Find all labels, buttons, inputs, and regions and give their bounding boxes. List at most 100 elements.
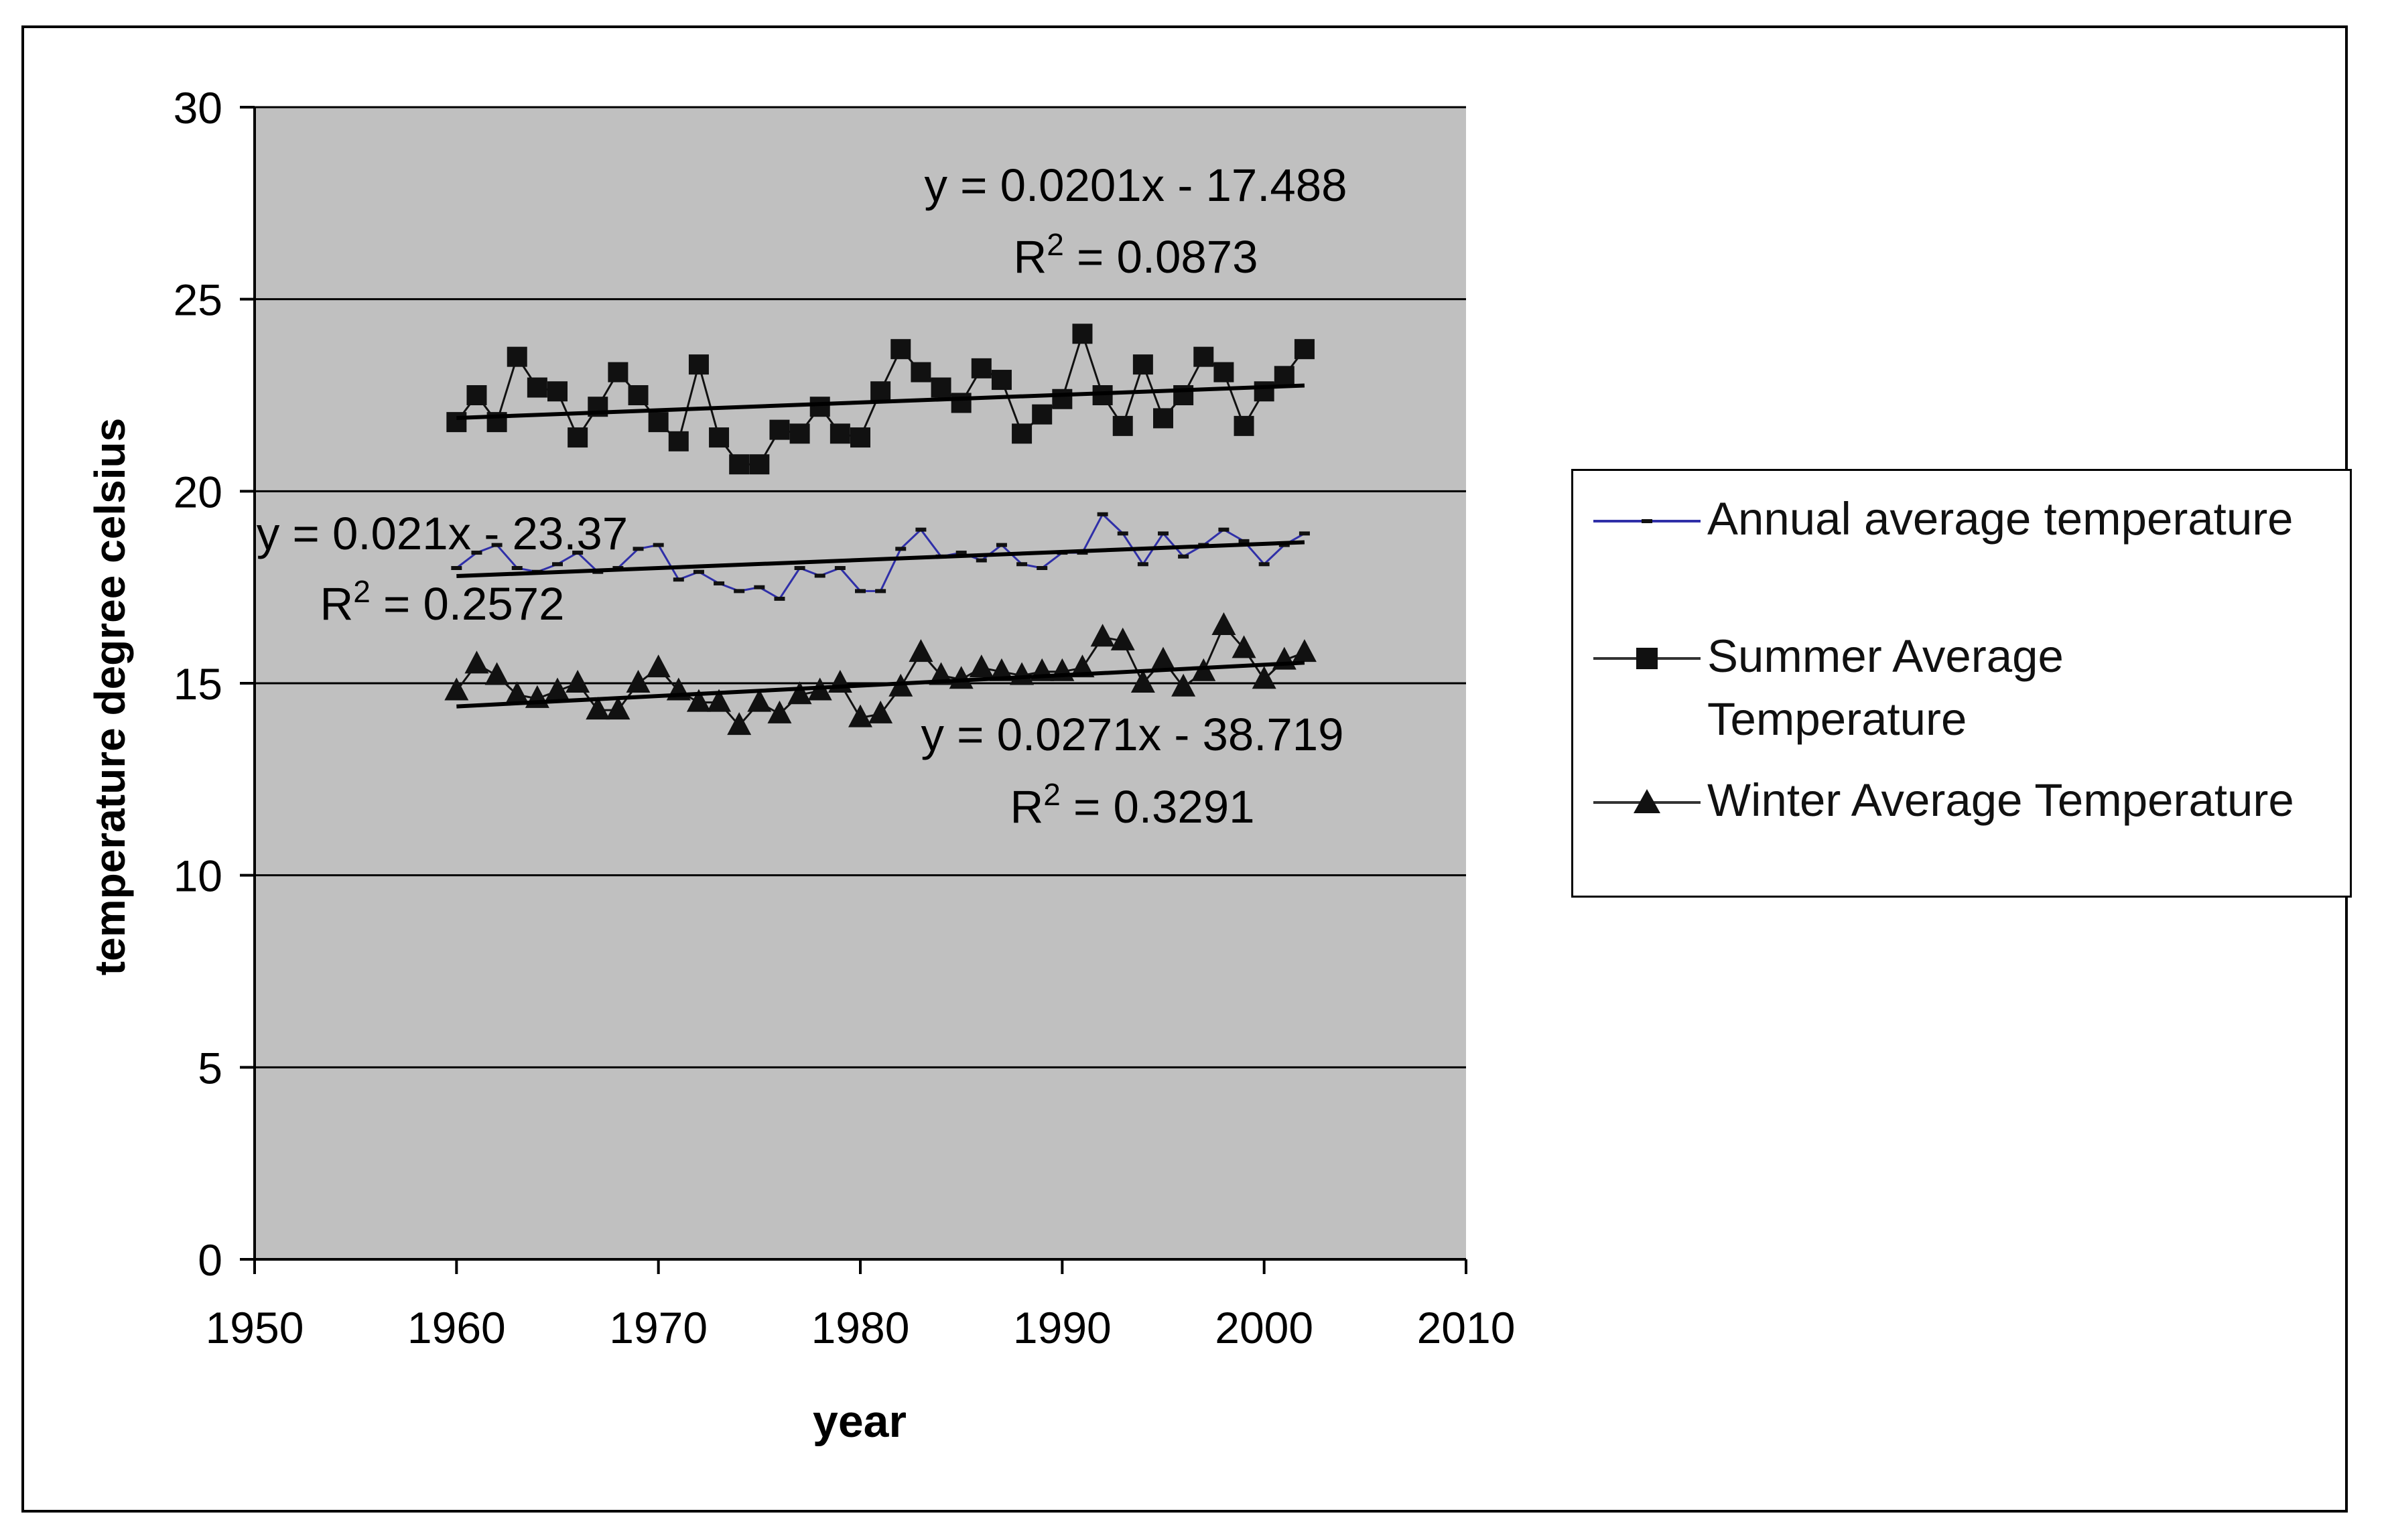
point-annual-1977	[794, 566, 805, 570]
point-winter-2002	[1292, 639, 1317, 662]
point-summer-2002	[1294, 339, 1315, 360]
point-summer-1976	[769, 419, 790, 440]
point-annual-1986	[976, 558, 987, 563]
point-annual-1976	[774, 596, 785, 601]
point-annual-1998	[1218, 527, 1230, 532]
point-annual-1982	[895, 547, 907, 551]
point-annual-1993	[1117, 531, 1128, 536]
point-winter-1998	[1211, 612, 1236, 635]
trendline-summer	[456, 383, 1305, 420]
point-summer-1963	[507, 346, 527, 367]
point-summer-1982	[890, 339, 911, 360]
series-summer	[446, 324, 1315, 475]
point-winter-1967	[586, 697, 610, 720]
point-annual-1980	[855, 589, 866, 593]
point-annual-1988	[1016, 562, 1028, 567]
point-winter-1974	[727, 712, 752, 736]
point-annual-1961	[471, 551, 482, 555]
trendline-annual	[456, 540, 1305, 579]
legend-summer-swatch	[1593, 648, 1701, 669]
y-tick-label-15: 15	[174, 659, 222, 709]
point-winter-1973	[707, 689, 732, 712]
point-summer-1985	[951, 393, 972, 413]
point-summer-1978	[809, 397, 830, 417]
point-summer-1974	[729, 454, 750, 475]
point-winter-1969	[626, 670, 651, 693]
point-summer-2001	[1274, 366, 1295, 387]
point-summer-1973	[709, 427, 730, 448]
point-summer-1972	[688, 354, 709, 375]
point-summer-1968	[608, 362, 628, 382]
point-summer-1961	[466, 385, 487, 405]
point-annual-1992	[1097, 512, 1108, 516]
point-annual-1971	[673, 577, 684, 582]
point-winter-1966	[566, 670, 590, 693]
point-winter-1992	[1090, 624, 1115, 647]
point-annual-1960	[451, 566, 462, 570]
point-annual-1985	[955, 551, 967, 555]
series-winter	[444, 612, 1317, 736]
point-annual-1970	[653, 543, 664, 547]
point-winter-1968	[606, 697, 631, 720]
legend-annual-swatch	[1593, 519, 1701, 523]
summer-trend-equation: y = 0.0201x - 17.488	[924, 159, 1347, 211]
point-annual-1979	[834, 566, 846, 570]
point-annual-1965	[552, 562, 563, 567]
y-axis-label: temperature degree celsius	[86, 418, 134, 975]
point-winter-1963	[505, 681, 529, 705]
point-annual-1972	[693, 569, 704, 574]
point-summer-1965	[547, 381, 568, 402]
point-summer-1997	[1193, 346, 1214, 367]
point-summer-1991	[1072, 324, 1093, 344]
point-winter-1987	[989, 658, 1014, 681]
point-winter-1960	[444, 677, 469, 701]
y-tick-label-10: 10	[174, 851, 222, 901]
point-annual-2002	[1299, 531, 1310, 536]
point-annual-1983	[915, 527, 927, 532]
point-summer-1980	[850, 427, 870, 448]
point-summer-1983	[911, 362, 931, 382]
point-summer-1969	[628, 385, 649, 405]
point-winter-1980	[848, 704, 872, 727]
point-summer-1979	[830, 423, 850, 444]
point-winter-1975	[747, 689, 772, 712]
point-annual-1994	[1137, 562, 1148, 567]
series-layer	[444, 324, 1317, 736]
y-axis-ticks: 0 5 10 15 20 25 30	[174, 83, 255, 1285]
point-winter-1976	[767, 700, 792, 723]
x-axis-label: year	[813, 1396, 907, 1447]
y-tick-label-30: 30	[174, 83, 222, 133]
x-tick-label-2000: 2000	[1215, 1303, 1313, 1352]
point-summer-1970	[648, 412, 669, 433]
x-tick-label-1990: 1990	[1013, 1303, 1112, 1352]
point-summer-1993	[1112, 415, 1133, 436]
trendline-layer	[456, 383, 1305, 709]
point-winter-1986	[969, 654, 994, 678]
x-tick-label-1980: 1980	[811, 1303, 910, 1352]
point-summer-1988	[1012, 423, 1033, 444]
point-winter-1991	[1070, 654, 1095, 678]
y-tick-label-5: 5	[198, 1043, 222, 1093]
point-summer-1999	[1234, 415, 1254, 436]
point-annual-1975	[754, 585, 765, 589]
point-annual-1973	[714, 581, 725, 585]
point-winter-1993	[1110, 627, 1135, 650]
legend-summer-label-line2: Temperature	[1707, 693, 1967, 745]
point-summer-1986	[971, 358, 992, 378]
x-tick-label-1960: 1960	[407, 1303, 506, 1352]
point-winter-1961	[464, 650, 489, 674]
point-summer-1994	[1132, 354, 1153, 375]
point-summer-1966	[568, 427, 588, 448]
point-summer-1975	[749, 454, 770, 475]
point-winter-1985	[949, 666, 974, 689]
point-annual-2000	[1258, 562, 1270, 567]
point-summer-1995	[1153, 408, 1173, 429]
point-winter-1995	[1151, 646, 1175, 670]
point-winter-1983	[909, 639, 933, 662]
point-annual-1978	[814, 573, 825, 578]
point-annual-1996	[1178, 554, 1189, 559]
point-annual-1962	[491, 543, 503, 547]
point-winter-1994	[1130, 670, 1155, 693]
point-winter-1962	[484, 662, 509, 685]
x-tick-label-2010: 2010	[1417, 1303, 1516, 1352]
